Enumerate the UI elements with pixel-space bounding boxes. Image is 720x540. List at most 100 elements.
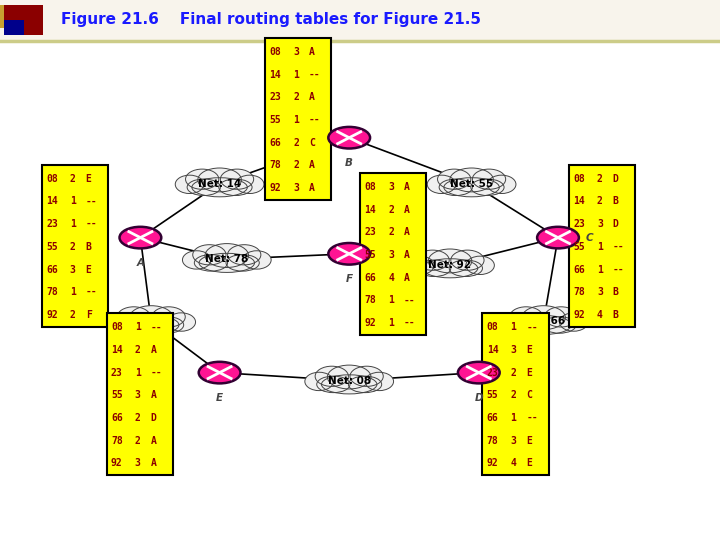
Text: 2: 2	[293, 92, 299, 102]
Bar	[4, 5, 43, 35]
Text: 08: 08	[364, 182, 376, 192]
Text: 55: 55	[46, 242, 58, 252]
Text: --: --	[613, 242, 624, 252]
Ellipse shape	[124, 315, 179, 334]
Text: --: --	[309, 70, 320, 79]
FancyBboxPatch shape	[360, 173, 426, 335]
Text: C: C	[526, 390, 532, 400]
Text: 66: 66	[573, 265, 585, 274]
Text: --: --	[150, 368, 162, 377]
Text: Net: 92: Net: 92	[428, 260, 472, 269]
Text: 14: 14	[269, 70, 281, 79]
Text: 2: 2	[388, 205, 394, 214]
Text: 66: 66	[487, 413, 498, 423]
Text: B: B	[346, 158, 353, 168]
Text: --: --	[526, 413, 538, 423]
Text: 3: 3	[597, 219, 603, 229]
Ellipse shape	[119, 316, 152, 333]
Text: 1: 1	[388, 295, 394, 305]
Text: 3: 3	[388, 182, 394, 192]
Text: A: A	[404, 205, 410, 214]
Text: 1: 1	[388, 318, 394, 328]
Text: A: A	[404, 273, 410, 282]
Text: 55: 55	[111, 390, 122, 400]
Text: D: D	[613, 174, 618, 184]
Text: 14: 14	[46, 197, 58, 206]
Text: 23: 23	[487, 368, 498, 377]
Ellipse shape	[499, 313, 528, 331]
Text: 1: 1	[293, 115, 299, 125]
Ellipse shape	[117, 307, 150, 327]
Text: E: E	[86, 174, 91, 184]
Text: 55: 55	[487, 390, 498, 400]
Text: --: --	[404, 295, 415, 305]
Text: Net: 78: Net: 78	[205, 254, 248, 264]
Text: A: A	[404, 182, 410, 192]
Ellipse shape	[487, 175, 516, 193]
Text: 92: 92	[487, 458, 498, 468]
Ellipse shape	[471, 179, 504, 195]
Text: Net: 66: Net: 66	[522, 316, 565, 326]
Text: 78: 78	[487, 436, 498, 446]
Ellipse shape	[516, 315, 572, 334]
Text: --: --	[526, 322, 538, 332]
Text: 3: 3	[388, 250, 394, 260]
Ellipse shape	[182, 251, 211, 269]
Text: 3: 3	[597, 287, 603, 297]
Text: 2: 2	[70, 242, 76, 252]
Ellipse shape	[194, 255, 228, 271]
Ellipse shape	[198, 168, 241, 192]
Ellipse shape	[199, 362, 240, 383]
Ellipse shape	[428, 249, 472, 273]
Text: 2: 2	[597, 174, 603, 184]
Ellipse shape	[192, 178, 248, 197]
Text: 23: 23	[364, 227, 376, 237]
Ellipse shape	[451, 250, 484, 271]
Text: B: B	[613, 287, 618, 297]
Ellipse shape	[226, 255, 259, 271]
Text: A: A	[136, 258, 145, 268]
Ellipse shape	[152, 307, 185, 327]
Text: 23: 23	[111, 368, 122, 377]
Ellipse shape	[235, 175, 264, 193]
Ellipse shape	[107, 313, 135, 331]
Text: 14: 14	[487, 345, 498, 355]
FancyBboxPatch shape	[107, 313, 173, 475]
Text: 08: 08	[111, 322, 122, 332]
Ellipse shape	[439, 179, 472, 195]
Text: A: A	[150, 345, 156, 355]
Ellipse shape	[438, 169, 471, 190]
Text: 92: 92	[573, 310, 585, 320]
Text: D: D	[150, 413, 156, 423]
Ellipse shape	[317, 376, 350, 393]
Ellipse shape	[422, 259, 478, 278]
Text: F: F	[346, 274, 353, 285]
Ellipse shape	[350, 366, 383, 387]
Text: 08: 08	[487, 322, 498, 332]
Text: 4: 4	[510, 458, 516, 468]
Text: B: B	[613, 310, 618, 320]
Text: E: E	[86, 265, 91, 274]
Text: 2: 2	[388, 227, 394, 237]
Text: 3: 3	[70, 265, 76, 274]
Text: 3: 3	[135, 458, 140, 468]
Text: 4: 4	[388, 273, 394, 282]
Text: A: A	[404, 227, 410, 237]
Text: E: E	[526, 368, 532, 377]
Text: Net: 23: Net: 23	[130, 316, 173, 326]
Text: 92: 92	[111, 458, 122, 468]
Text: Net: 08: Net: 08	[328, 376, 371, 386]
Text: A: A	[404, 250, 410, 260]
Text: 55: 55	[269, 115, 281, 125]
Text: 2: 2	[293, 138, 299, 147]
Text: 2: 2	[510, 390, 516, 400]
Text: 08: 08	[46, 174, 58, 184]
Text: --: --	[404, 318, 415, 328]
Ellipse shape	[322, 375, 377, 394]
Text: B: B	[86, 242, 91, 252]
Text: 2: 2	[135, 436, 140, 446]
Text: --: --	[86, 219, 97, 229]
Ellipse shape	[543, 316, 576, 333]
Text: A: A	[309, 47, 315, 57]
Text: 55: 55	[364, 250, 376, 260]
